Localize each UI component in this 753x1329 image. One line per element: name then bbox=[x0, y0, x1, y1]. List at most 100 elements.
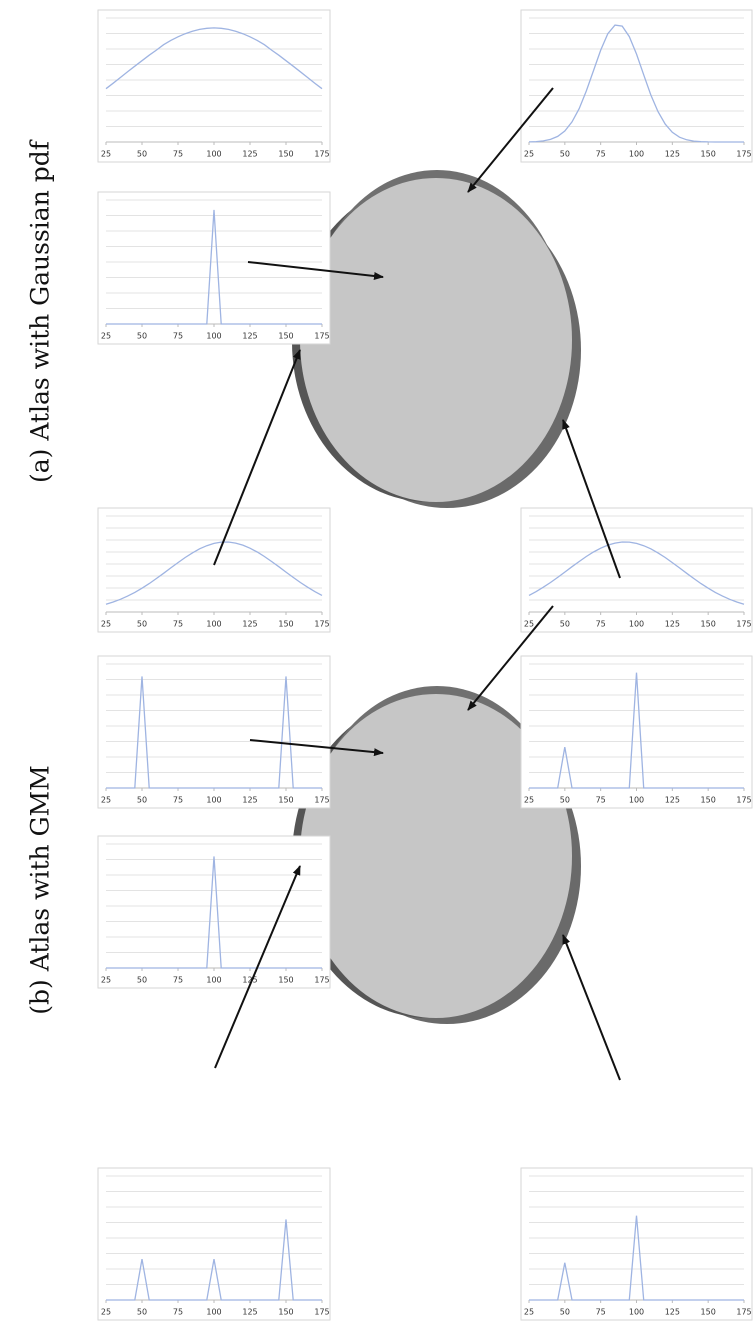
x-tick-label: 150 bbox=[278, 620, 293, 629]
x-tick-label: 25 bbox=[101, 620, 111, 629]
x-tick-label: 175 bbox=[314, 332, 329, 341]
x-tick-label: 75 bbox=[173, 796, 183, 805]
x-tick-label: 50 bbox=[137, 1308, 147, 1317]
arrow bbox=[562, 934, 621, 1081]
x-tick-label: 50 bbox=[137, 796, 147, 805]
x-tick-label: 175 bbox=[314, 1308, 329, 1317]
x-tick-label: 50 bbox=[560, 620, 570, 629]
charts: 25 50 75 100 125 150 175 25 50 75 100 125 150 175 25 50… bbox=[97, 9, 753, 1321]
x-tick-label: 100 bbox=[206, 332, 221, 341]
line-series bbox=[106, 209, 322, 325]
panel-frame bbox=[97, 9, 331, 163]
chart-panel: 25 50 75 100 125 150 175 bbox=[520, 9, 753, 163]
line-series bbox=[106, 1219, 322, 1301]
panel-frame bbox=[97, 507, 331, 633]
x-tick-label: 100 bbox=[629, 150, 644, 159]
x-tick-label: 25 bbox=[101, 150, 111, 159]
x-tick-label: 125 bbox=[242, 620, 257, 629]
x-tick-label: 150 bbox=[701, 150, 716, 159]
x-tick-label: 175 bbox=[736, 796, 751, 805]
arrow bbox=[247, 261, 384, 280]
line-series bbox=[106, 676, 322, 789]
chart-panel: 25 50 75 100 125 150 175 bbox=[520, 1167, 753, 1321]
x-tick-label: 75 bbox=[173, 150, 183, 159]
x-tick-label: 75 bbox=[596, 150, 606, 159]
x-tick-label: 175 bbox=[314, 620, 329, 629]
arrows bbox=[213, 87, 621, 1081]
x-tick-label: 25 bbox=[524, 620, 534, 629]
chart-panel: 25 50 75 100 125 150 175 bbox=[520, 655, 753, 809]
x-tick-label: 100 bbox=[629, 1308, 644, 1317]
panel-frame bbox=[97, 655, 331, 809]
line-series bbox=[528, 541, 745, 605]
x-tick-label: 125 bbox=[242, 332, 257, 341]
x-tick-label: 150 bbox=[701, 1308, 716, 1317]
panel-frame bbox=[520, 1167, 753, 1321]
chart-panel: 25 50 75 100 125 150 175 bbox=[97, 507, 331, 633]
chart-panel: 25 50 75 100 125 150 175 bbox=[520, 507, 753, 633]
x-tick-label: 175 bbox=[314, 976, 329, 985]
chart-panel: 25 50 75 100 125 150 175 bbox=[97, 835, 331, 989]
arrow bbox=[562, 419, 621, 579]
x-tick-label: 50 bbox=[560, 1308, 570, 1317]
line-series bbox=[105, 541, 323, 605]
chart-panel: 25 50 75 100 125 150 175 bbox=[97, 655, 331, 809]
x-tick-label: 125 bbox=[242, 1308, 257, 1317]
x-tick-label: 25 bbox=[524, 1308, 534, 1317]
x-tick-label: 100 bbox=[629, 620, 644, 629]
x-tick-label: 150 bbox=[278, 976, 293, 985]
x-tick-label: 50 bbox=[560, 150, 570, 159]
x-tick-label: 100 bbox=[629, 796, 644, 805]
x-tick-label: 175 bbox=[314, 150, 329, 159]
x-tick-label: 75 bbox=[173, 976, 183, 985]
line-series bbox=[529, 1215, 744, 1301]
x-tick-label: 150 bbox=[701, 796, 716, 805]
x-tick-label: 125 bbox=[665, 620, 680, 629]
x-tick-label: 100 bbox=[206, 150, 221, 159]
x-tick-label: 25 bbox=[101, 1308, 111, 1317]
x-tick-label: 50 bbox=[137, 332, 147, 341]
x-tick-label: 50 bbox=[137, 976, 147, 985]
figure-label: (a) Atlas with Gaussian pdf bbox=[26, 139, 55, 483]
line-series bbox=[529, 672, 744, 789]
chart-panel: 25 50 75 100 125 150 175 bbox=[97, 191, 331, 345]
x-tick-label: 150 bbox=[278, 150, 293, 159]
x-tick-label: 175 bbox=[736, 1308, 751, 1317]
chart-panel: 25 50 75 100 125 150 175 bbox=[97, 9, 331, 163]
x-tick-label: 150 bbox=[701, 620, 716, 629]
x-tick-label: 125 bbox=[665, 150, 680, 159]
x-tick-label: 125 bbox=[242, 976, 257, 985]
sphere-b bbox=[292, 686, 581, 1024]
arrow bbox=[467, 605, 554, 711]
x-tick-label: 100 bbox=[206, 976, 221, 985]
chart-panel: 25 50 75 100 125 150 175 bbox=[97, 1167, 331, 1321]
x-tick-label: 175 bbox=[736, 150, 751, 159]
x-tick-label: 25 bbox=[524, 796, 534, 805]
arrow bbox=[214, 865, 301, 1069]
x-tick-label: 125 bbox=[242, 796, 257, 805]
line-series bbox=[106, 856, 322, 969]
x-tick-label: 75 bbox=[596, 796, 606, 805]
sphere-a bbox=[292, 170, 581, 508]
arrow bbox=[249, 739, 384, 757]
x-tick-label: 75 bbox=[596, 1308, 606, 1317]
x-tick-label: 150 bbox=[278, 796, 293, 805]
arrow bbox=[213, 349, 301, 566]
x-tick-label: 75 bbox=[173, 332, 183, 341]
x-tick-label: 100 bbox=[206, 1308, 221, 1317]
line-series bbox=[528, 24, 744, 143]
line-series bbox=[105, 27, 323, 90]
x-tick-label: 25 bbox=[524, 150, 534, 159]
x-tick-label: 175 bbox=[314, 796, 329, 805]
x-tick-label: 175 bbox=[736, 620, 751, 629]
x-tick-label: 75 bbox=[596, 620, 606, 629]
x-tick-label: 50 bbox=[560, 796, 570, 805]
x-tick-label: 25 bbox=[101, 796, 111, 805]
arrow bbox=[467, 87, 554, 193]
panel-frame bbox=[520, 507, 753, 633]
panel-frame bbox=[97, 1167, 331, 1321]
panel-frame bbox=[520, 9, 753, 163]
x-tick-label: 25 bbox=[101, 976, 111, 985]
